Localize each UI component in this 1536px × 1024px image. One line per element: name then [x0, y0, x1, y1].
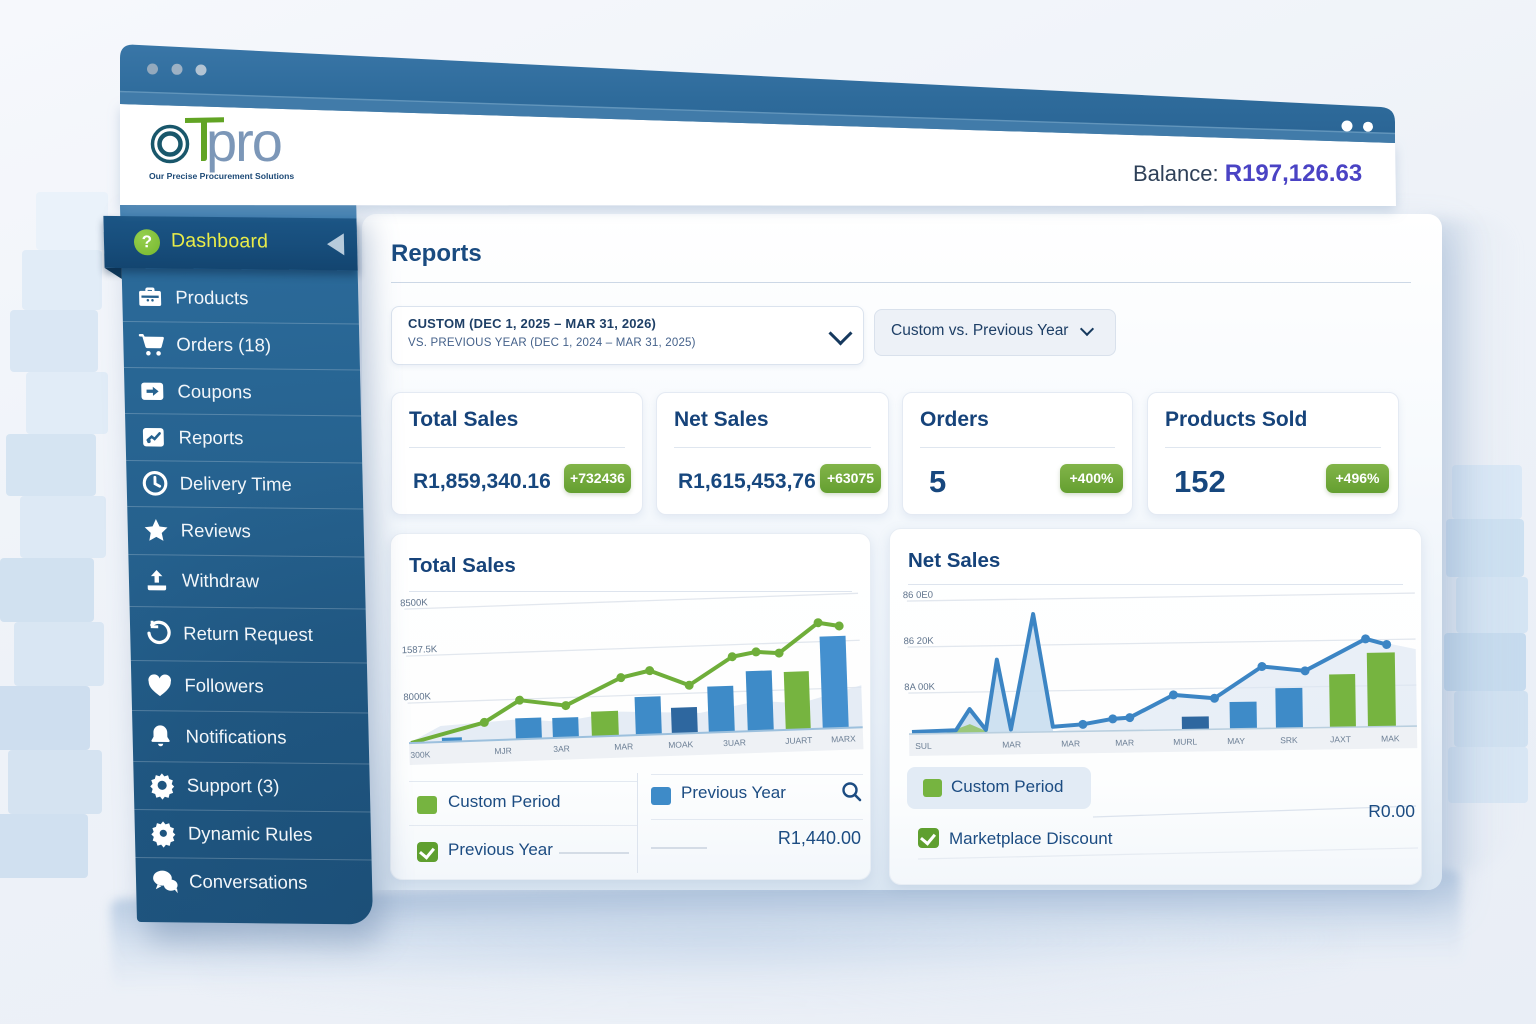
svg-text:MOAK: MOAK — [668, 739, 694, 750]
svg-text:MAR: MAR — [614, 741, 633, 752]
svg-text:86 20K: 86 20K — [903, 636, 934, 647]
svg-text:MAR: MAR — [1002, 739, 1021, 749]
svg-text:8500K: 8500K — [400, 597, 429, 609]
svg-text:300K: 300K — [410, 749, 431, 760]
svg-text:1587.5K: 1587.5K — [402, 644, 438, 656]
svg-text:JUART: JUART — [785, 735, 813, 746]
svg-text:pro: pro — [206, 110, 281, 173]
svg-text:SUL: SUL — [915, 741, 932, 751]
svg-text:Our Precise Procurement Soluti: Our Precise Procurement Solutions — [149, 171, 294, 181]
svg-text:MAK: MAK — [1381, 733, 1400, 743]
svg-text:MAR: MAR — [1115, 738, 1134, 748]
svg-text:MJR: MJR — [494, 745, 512, 756]
svg-text:SRK: SRK — [1280, 735, 1298, 745]
svg-text:MURL: MURL — [1173, 737, 1198, 747]
svg-text:3AR: 3AR — [553, 743, 570, 754]
svg-text:MARX: MARX — [831, 733, 856, 744]
svg-text:MAY: MAY — [1227, 736, 1245, 746]
svg-text:8000K: 8000K — [403, 691, 432, 703]
svg-text:JAXT: JAXT — [1330, 734, 1351, 744]
svg-text:8A 00K: 8A 00K — [904, 682, 935, 693]
svg-text:MAR: MAR — [1061, 738, 1080, 748]
svg-text:3UAR: 3UAR — [723, 737, 746, 748]
svg-text:86 0E0: 86 0E0 — [903, 590, 933, 601]
